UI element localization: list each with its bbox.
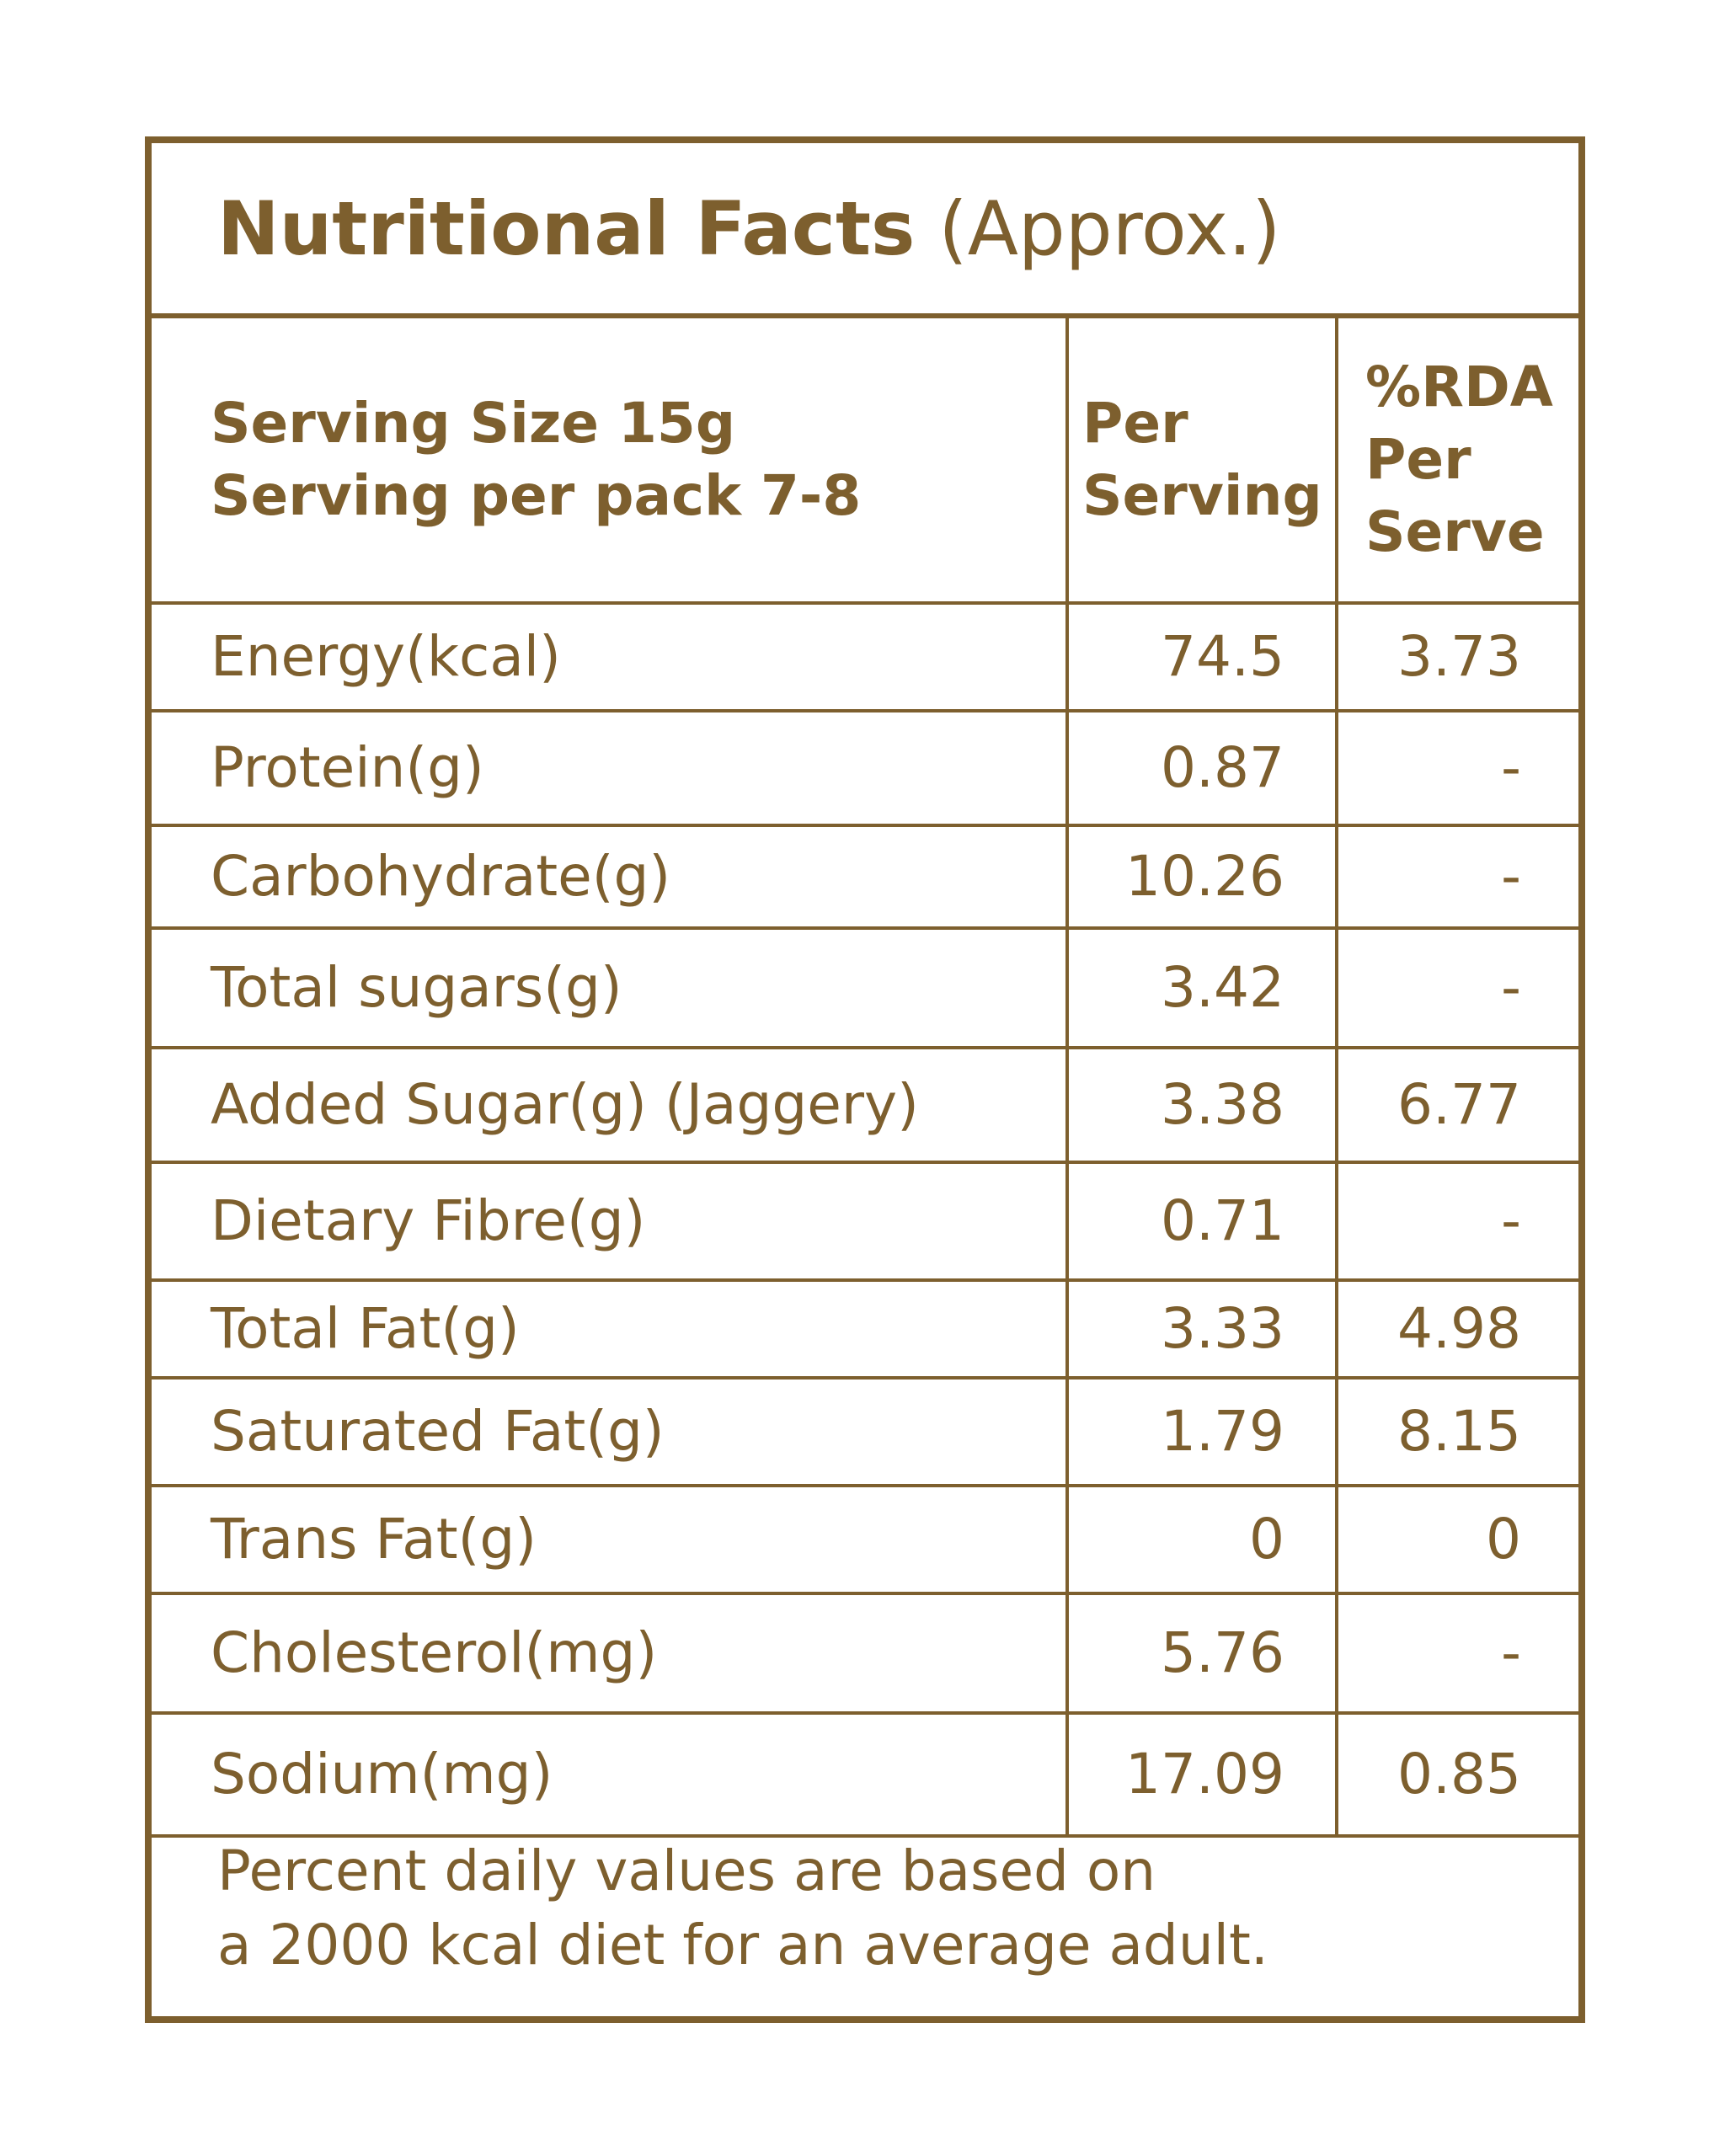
per-serving-value: 3.38: [1065, 1046, 1338, 1164]
table-row: Cholesterol(mg) 5.76 -: [152, 1592, 1578, 1715]
per-serving-value: 74.5: [1065, 601, 1338, 712]
rda-value: 8.15: [1335, 1376, 1578, 1487]
per-serving-value: 0.71: [1065, 1161, 1338, 1282]
per-serving-value: 5.76: [1065, 1592, 1338, 1715]
rda-value: 3.73: [1335, 601, 1578, 712]
panel-title: Nutritional Facts (Approx.): [217, 187, 1280, 271]
rda-value: -: [1335, 1161, 1578, 1282]
nutrient-name: Energy(kcal): [152, 601, 1069, 712]
table-row: Total sugars(g) 3.42 -: [152, 926, 1578, 1049]
footer-line2: a 2000 kcal diet for an average adult.: [217, 1913, 1268, 1977]
nutrient-name: Trans Fat(g): [152, 1484, 1069, 1595]
per-serving-value: 17.09: [1065, 1711, 1338, 1838]
per-serving-value: 3.42: [1065, 926, 1338, 1049]
per-serving-header-line1: Per: [1082, 391, 1188, 456]
table-row: Energy(kcal) 74.5 3.73: [152, 601, 1578, 712]
rda-header-line3: Serve: [1365, 499, 1545, 564]
nutrient-name: Protein(g): [152, 709, 1069, 827]
table-row: Trans Fat(g) 0 0: [152, 1484, 1578, 1595]
table-row: Protein(g) 0.87 -: [152, 709, 1578, 827]
rda-value: 6.77: [1335, 1046, 1578, 1164]
rda-value: -: [1335, 709, 1578, 827]
per-serving-header-line2: Serving: [1082, 463, 1322, 528]
table-row: Dietary Fibre(g) 0.71 -: [152, 1161, 1578, 1282]
footer-line1: Percent daily values are based on: [217, 1838, 1156, 1903]
nutrient-name: Total Fat(g): [152, 1278, 1069, 1380]
nutrition-table: Serving Size 15g Serving per pack 7-8 Pe…: [152, 318, 1578, 1838]
rda-header-line1: %RDA: [1365, 355, 1553, 419]
footer-note: Percent daily values are based on a 2000…: [217, 1834, 1268, 1983]
table-row: Total Fat(g) 3.33 4.98: [152, 1278, 1578, 1380]
title-sub: (Approx.): [938, 185, 1281, 272]
table-row: Added Sugar(g) (Jaggery) 3.38 6.77: [152, 1046, 1578, 1164]
nutrient-name: Cholesterol(mg): [152, 1592, 1069, 1715]
nutrition-facts-panel: Nutritional Facts (Approx.) Serving Size…: [145, 136, 1585, 2023]
per-serving-value: 10.26: [1065, 824, 1338, 930]
table-row: Saturated Fat(g) 1.79 8.15: [152, 1376, 1578, 1487]
per-serving-value: 3.33: [1065, 1278, 1338, 1380]
per-serving-value: 0: [1065, 1484, 1338, 1595]
serving-info-header: Serving Size 15g Serving per pack 7-8: [152, 318, 1069, 605]
per-serving-value: 1.79: [1065, 1376, 1338, 1487]
per-serving-value: 0.87: [1065, 709, 1338, 827]
rda-value: -: [1335, 926, 1578, 1049]
nutrient-name: Sodium(mg): [152, 1711, 1069, 1838]
rda-value: 0: [1335, 1484, 1578, 1595]
rda-value: 0.85: [1335, 1711, 1578, 1838]
serving-per-pack: Serving per pack 7-8: [211, 463, 862, 528]
table-row: Sodium(mg) 17.09 0.85: [152, 1711, 1578, 1838]
nutrient-name: Dietary Fibre(g): [152, 1161, 1069, 1282]
nutrient-name: Added Sugar(g) (Jaggery): [152, 1046, 1069, 1164]
serving-size: Serving Size 15g: [211, 391, 736, 456]
rda-value: -: [1335, 1592, 1578, 1715]
rda-header-line2: Per: [1365, 427, 1471, 492]
rda-value: 4.98: [1335, 1278, 1578, 1380]
rda-header: %RDA Per Serve: [1335, 318, 1578, 605]
nutrient-name: Total sugars(g): [152, 926, 1069, 1049]
table-header-row: Serving Size 15g Serving per pack 7-8 Pe…: [152, 318, 1578, 605]
nutrient-name: Saturated Fat(g): [152, 1376, 1069, 1487]
nutrient-name: Carbohydrate(g): [152, 824, 1069, 930]
rda-value: -: [1335, 824, 1578, 930]
title-main: Nutritional Facts: [217, 185, 916, 272]
table-row: Carbohydrate(g) 10.26 -: [152, 824, 1578, 930]
per-serving-header: Per Serving: [1065, 318, 1338, 605]
title-row: Nutritional Facts (Approx.): [152, 143, 1578, 318]
